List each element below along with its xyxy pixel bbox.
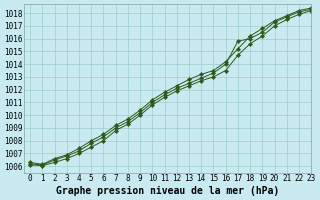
X-axis label: Graphe pression niveau de la mer (hPa): Graphe pression niveau de la mer (hPa) bbox=[56, 186, 279, 196]
